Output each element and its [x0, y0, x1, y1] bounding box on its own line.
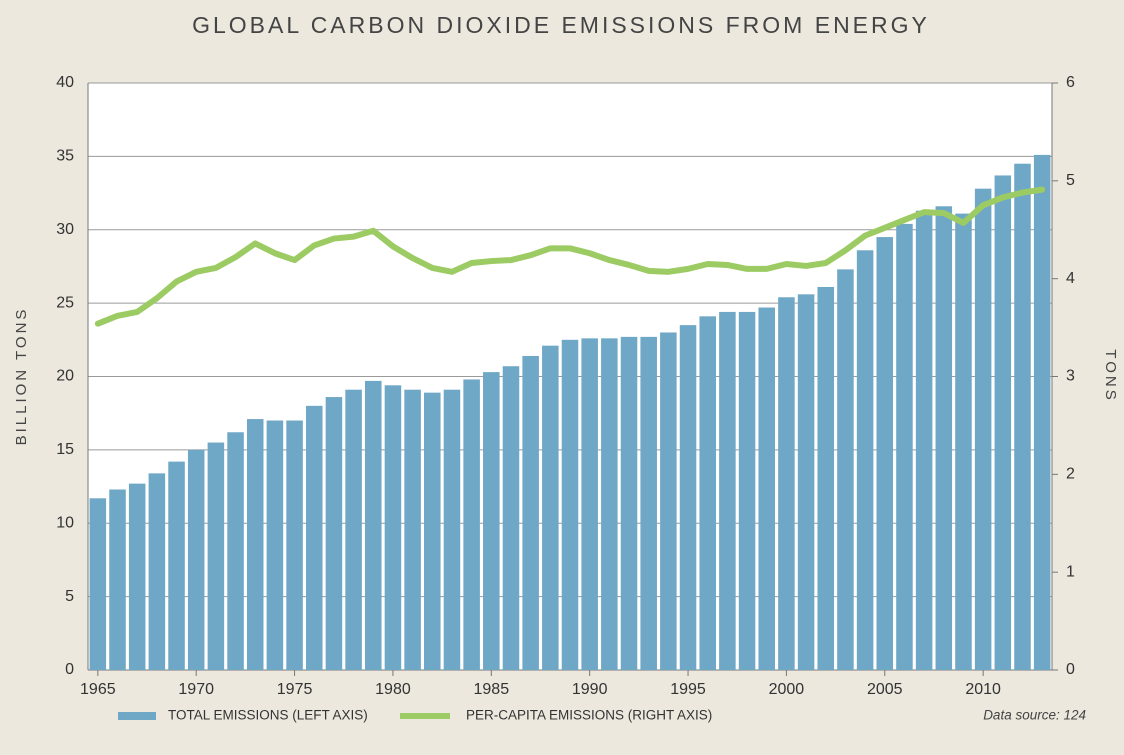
bar — [187, 449, 205, 670]
x-tick-label: 2010 — [965, 681, 1001, 698]
bar — [601, 338, 618, 670]
y2-tick-label: 1 — [1066, 563, 1075, 580]
y2-tick-label: 6 — [1066, 74, 1075, 91]
bar — [817, 286, 835, 670]
bar — [837, 269, 854, 670]
x-tick-label: 2000 — [769, 681, 805, 698]
bar — [207, 442, 225, 670]
y2-tick-label: 3 — [1066, 368, 1075, 385]
legend-label: TOTAL EMISSIONS (LEFT AXIS) — [168, 708, 368, 723]
bar — [384, 385, 402, 670]
bar — [660, 332, 677, 670]
bar — [758, 307, 775, 670]
y-tick-label: 10 — [56, 514, 74, 531]
x-tick-label: 1975 — [277, 681, 313, 698]
bar — [640, 336, 657, 670]
x-tick-label: 2005 — [867, 681, 903, 698]
bar — [542, 345, 559, 670]
bar — [896, 223, 913, 670]
y2-axis-label: TONS — [1102, 349, 1119, 402]
bar — [876, 237, 894, 670]
bar — [856, 250, 874, 671]
bar — [443, 389, 461, 670]
bar — [424, 392, 441, 670]
y2-tick-label: 0 — [1066, 661, 1075, 678]
y-tick-label: 40 — [56, 74, 74, 91]
legend-swatch — [118, 712, 156, 720]
bar — [463, 379, 480, 670]
bar — [286, 420, 303, 670]
bar — [955, 213, 972, 671]
bar — [915, 210, 933, 671]
bar — [148, 473, 166, 670]
y-tick-label: 5 — [65, 588, 74, 605]
y-tick-label: 25 — [56, 294, 74, 311]
y-axis-label: BILLION TONS — [13, 307, 30, 446]
x-tick-label: 1985 — [474, 681, 510, 698]
bar — [305, 405, 323, 670]
bar — [227, 432, 244, 670]
x-tick-label: 1965 — [80, 681, 116, 698]
source-note: Data source: 124 — [983, 708, 1086, 723]
bar — [266, 420, 284, 670]
bar — [483, 372, 500, 670]
bar — [128, 483, 146, 670]
bar — [325, 397, 343, 670]
bar — [522, 355, 539, 670]
x-tick-label: 1980 — [375, 681, 411, 698]
bar — [404, 389, 421, 670]
legend-label: PER-CAPITA EMISSIONS (RIGHT AXIS) — [466, 708, 712, 723]
bar — [738, 311, 756, 670]
bar — [365, 380, 382, 670]
y-tick-label: 20 — [56, 368, 74, 385]
bar — [679, 325, 697, 670]
x-tick-label: 1995 — [670, 681, 706, 698]
bar — [994, 175, 1012, 670]
bar — [246, 419, 264, 670]
bar — [89, 498, 107, 670]
bar — [1033, 154, 1051, 671]
y-tick-label: 15 — [56, 441, 74, 458]
line — [94, 186, 1046, 327]
y2-tick-label: 5 — [1066, 172, 1075, 189]
y-tick-label: 30 — [56, 221, 74, 238]
bar — [974, 188, 992, 670]
bar — [778, 297, 795, 670]
bar — [699, 316, 716, 670]
bar — [581, 338, 598, 670]
chart-title: GLOBAL CARBON DIOXIDE EMISSIONS FROM ENE… — [192, 12, 930, 38]
bar — [345, 389, 362, 670]
bar — [1014, 163, 1031, 670]
bar — [109, 489, 126, 670]
bar — [935, 206, 953, 670]
bar — [620, 336, 638, 670]
bar — [719, 311, 736, 670]
x-tick-label: 1990 — [572, 681, 608, 698]
y2-tick-label: 2 — [1066, 466, 1075, 483]
y-tick-label: 35 — [56, 148, 74, 165]
bar — [168, 461, 185, 670]
y2-tick-label: 4 — [1066, 270, 1075, 287]
bar — [502, 366, 520, 670]
bar — [797, 294, 815, 670]
x-tick-label: 1970 — [178, 681, 214, 698]
bar — [561, 339, 579, 670]
y-tick-label: 0 — [65, 661, 74, 678]
